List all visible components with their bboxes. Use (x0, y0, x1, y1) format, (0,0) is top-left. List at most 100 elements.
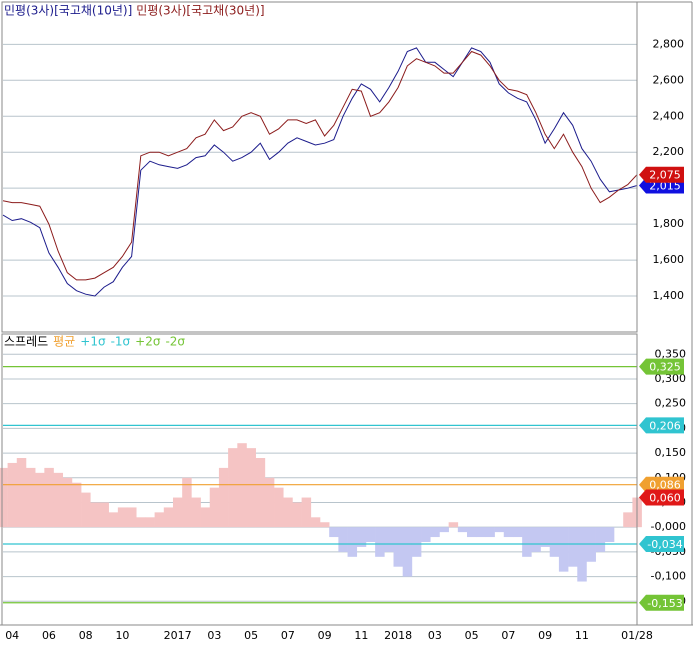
bar (522, 527, 532, 557)
bar (90, 502, 100, 528)
y-tick-label: 1,800 (653, 217, 685, 230)
bar (292, 502, 302, 528)
bar (44, 467, 54, 528)
bar (439, 527, 449, 533)
bar (356, 527, 367, 547)
line-series (2, 50, 638, 281)
top-panel-frame (1, 1, 638, 333)
value-tag (639, 535, 684, 552)
value-tag-label: 0,086 (649, 479, 681, 492)
y-tick-label: -0,000 (651, 520, 686, 533)
x-tick-label: 11 (354, 629, 368, 642)
value-tag (639, 358, 684, 375)
bar (457, 527, 468, 533)
value-tag (639, 166, 684, 183)
bar (301, 497, 312, 528)
y-tick-label: -0,100 (651, 570, 686, 583)
legend-entry: 민평(3사)[국고채(10년)] (4, 4, 132, 18)
x-tick-label: 10 (115, 629, 129, 642)
legend-entry: 민평(3사)[국고채(30년)] (136, 4, 264, 18)
y-tick-label: 0,250 (655, 397, 687, 410)
bar (0, 467, 8, 528)
x-tick-label: 09 (318, 629, 332, 642)
legend-entry: -1σ (111, 335, 131, 349)
bar (329, 527, 339, 538)
value-tag (639, 476, 684, 493)
bar (568, 527, 578, 567)
bar (503, 527, 514, 538)
bar (595, 527, 606, 552)
y-tick-label: 0,350 (655, 347, 687, 360)
x-tick-label: 2017 (164, 629, 192, 642)
bar (117, 507, 128, 528)
bar (108, 512, 119, 528)
x-tick-label: 05 (465, 629, 479, 642)
bar (494, 527, 505, 533)
value-tag-label: 2,075 (649, 169, 681, 182)
bar (16, 458, 27, 528)
y-tick-label: 0,150 (655, 446, 687, 459)
bar (421, 527, 431, 543)
bar (264, 477, 275, 528)
bar (411, 527, 422, 557)
bar (338, 527, 348, 552)
bar (163, 507, 174, 528)
bar (182, 477, 192, 528)
bar (274, 487, 284, 528)
bar (255, 458, 266, 528)
bar (136, 517, 146, 528)
bar (7, 462, 18, 528)
value-tag-label: -0,034 (647, 538, 682, 551)
bar (218, 467, 229, 528)
line-series (2, 47, 638, 297)
bar (375, 527, 385, 557)
value-tag-label: 0,325 (649, 361, 681, 374)
bar (154, 512, 165, 528)
bar (512, 527, 523, 538)
bar (558, 527, 569, 572)
bar (35, 472, 45, 528)
bar (384, 527, 394, 552)
bar (467, 527, 477, 538)
bar (228, 448, 238, 528)
bar (623, 512, 633, 528)
x-tick-label: 11 (575, 629, 589, 642)
bar (549, 527, 560, 557)
bar (485, 527, 495, 538)
bar (448, 522, 459, 528)
bar (81, 492, 91, 528)
x-tick-label: 01/28 (621, 629, 653, 642)
y-tick-label: 0,300 (655, 372, 687, 385)
bar (71, 482, 82, 528)
x-tick-label: 07 (281, 629, 295, 642)
bar (25, 467, 36, 528)
bar (172, 497, 183, 528)
y-tick-label: 2,400 (653, 109, 685, 122)
y-tick-label: 2,600 (653, 73, 685, 86)
bar (191, 497, 201, 528)
bar (577, 527, 587, 582)
x-tick-label: 08 (79, 629, 93, 642)
value-tag-label: 0,206 (649, 419, 681, 432)
bar (53, 472, 64, 528)
bar (540, 527, 551, 547)
bar (246, 448, 256, 528)
y-tick-label: 1,400 (653, 289, 685, 302)
bar (365, 527, 376, 543)
bar (200, 507, 211, 528)
bar (476, 527, 486, 538)
legend-entry: 평균 (53, 335, 75, 349)
x-tick-label: 2018 (384, 629, 412, 642)
legend-entry: 스프레드 (4, 335, 48, 349)
bar (145, 517, 155, 528)
bar (127, 507, 137, 528)
bar (402, 527, 413, 577)
x-tick-label: 05 (244, 629, 258, 642)
legend-entry: +1σ (80, 335, 106, 349)
bar (604, 527, 615, 543)
value-tag (639, 489, 684, 506)
x-tick-label: 04 (5, 629, 19, 642)
x-tick-label: 03 (207, 629, 221, 642)
bar (347, 527, 358, 557)
